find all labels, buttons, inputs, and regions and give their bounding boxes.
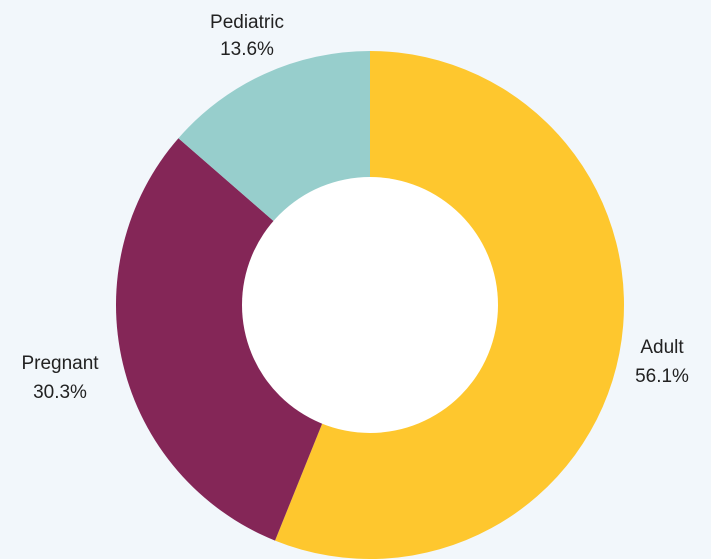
slice-label-adult: Adult [640, 337, 684, 358]
slice-label-pregnant: Pregnant [21, 353, 99, 374]
slice-percent-adult: 56.1% [635, 366, 689, 387]
donut-hole [242, 177, 498, 433]
labels-layer: Adult 56.1% Pregnant 30.3% Pediatric 13.6% [21, 12, 689, 403]
slice-percent-pediatric: 13.6% [220, 39, 274, 60]
slice-percent-pregnant: 30.3% [33, 382, 87, 403]
slice-label-pediatric: Pediatric [210, 12, 284, 33]
slice-pregnant [115, 138, 370, 541]
